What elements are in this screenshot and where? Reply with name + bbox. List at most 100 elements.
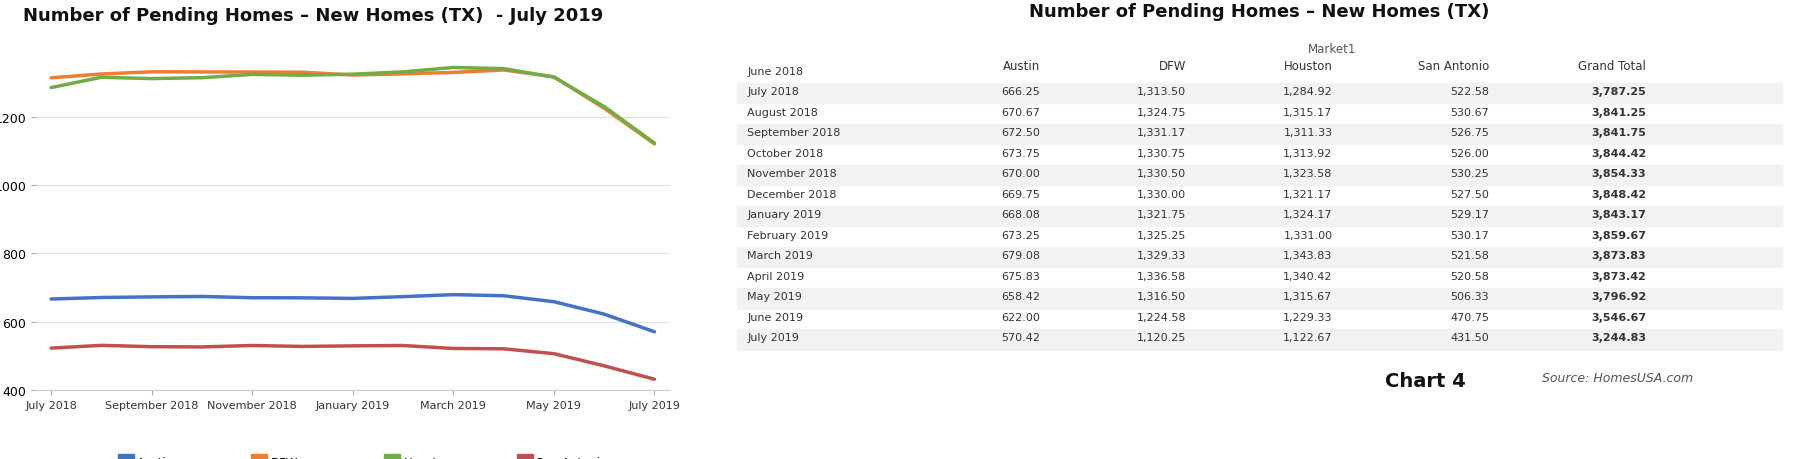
Text: Houston: Houston	[403, 456, 452, 459]
Text: 527.50: 527.50	[1451, 189, 1489, 199]
Text: 1,330.50: 1,330.50	[1138, 169, 1186, 179]
Text: 1,330.75: 1,330.75	[1138, 148, 1186, 158]
Text: 1,122.67: 1,122.67	[1283, 332, 1332, 342]
FancyBboxPatch shape	[736, 84, 1782, 104]
Text: 506.33: 506.33	[1451, 291, 1489, 302]
Text: Market1: Market1	[1309, 43, 1357, 56]
Text: 3,843.17: 3,843.17	[1591, 210, 1647, 220]
Text: 672.50: 672.50	[1001, 128, 1040, 138]
Text: June 2018: June 2018	[747, 67, 803, 77]
Text: August 2018: August 2018	[747, 107, 817, 118]
Text: 3,859.67: 3,859.67	[1591, 230, 1647, 240]
Text: Source: HomesUSA.com: Source: HomesUSA.com	[1541, 371, 1692, 384]
Text: 1,336.58: 1,336.58	[1138, 271, 1186, 281]
FancyBboxPatch shape	[736, 207, 1782, 227]
Text: 1,331.17: 1,331.17	[1138, 128, 1186, 138]
Text: Number of Pending Homes – New Homes (TX)  - July 2019: Number of Pending Homes – New Homes (TX)…	[23, 7, 603, 25]
Text: Houston: Houston	[1283, 60, 1332, 73]
Text: 3,848.42: 3,848.42	[1591, 189, 1647, 199]
Text: 675.83: 675.83	[1001, 271, 1040, 281]
Text: Grand Total: Grand Total	[1579, 60, 1647, 73]
Text: October 2018: October 2018	[747, 148, 823, 158]
Text: 1,343.83: 1,343.83	[1283, 251, 1332, 261]
Text: February 2019: February 2019	[747, 230, 828, 240]
Text: 666.25: 666.25	[1001, 87, 1040, 97]
Text: 3,873.83: 3,873.83	[1591, 251, 1647, 261]
FancyBboxPatch shape	[517, 453, 533, 459]
Text: Austin: Austin	[1003, 60, 1040, 73]
Text: 530.25: 530.25	[1451, 169, 1489, 179]
Text: 1,313.50: 1,313.50	[1138, 87, 1186, 97]
Text: 679.08: 679.08	[1001, 251, 1040, 261]
Text: 3,244.83: 3,244.83	[1591, 332, 1647, 342]
Text: 670.67: 670.67	[1001, 107, 1040, 118]
Text: 3,844.42: 3,844.42	[1591, 148, 1647, 158]
Text: 529.17: 529.17	[1451, 210, 1489, 220]
Text: 1,315.67: 1,315.67	[1283, 291, 1332, 302]
Text: 658.42: 658.42	[1001, 291, 1040, 302]
Text: 520.58: 520.58	[1451, 271, 1489, 281]
Text: 1,331.00: 1,331.00	[1283, 230, 1332, 240]
Text: 3,546.67: 3,546.67	[1591, 312, 1647, 322]
Text: 622.00: 622.00	[1001, 312, 1040, 322]
Text: 673.25: 673.25	[1001, 230, 1040, 240]
Text: 1,284.92: 1,284.92	[1283, 87, 1332, 97]
FancyBboxPatch shape	[736, 329, 1782, 350]
Text: June 2019: June 2019	[747, 312, 803, 322]
Text: 530.67: 530.67	[1451, 107, 1489, 118]
Text: San Antonio: San Antonio	[1418, 60, 1489, 73]
Text: 3,854.33: 3,854.33	[1591, 169, 1647, 179]
Text: 673.75: 673.75	[1001, 148, 1040, 158]
Text: Austin: Austin	[137, 456, 175, 459]
Text: 1,340.42: 1,340.42	[1283, 271, 1332, 281]
Text: 522.58: 522.58	[1451, 87, 1489, 97]
Text: 3,796.92: 3,796.92	[1591, 291, 1647, 302]
Text: 521.58: 521.58	[1451, 251, 1489, 261]
FancyBboxPatch shape	[252, 453, 266, 459]
Text: 1,313.92: 1,313.92	[1283, 148, 1332, 158]
Text: 1,321.75: 1,321.75	[1138, 210, 1186, 220]
Text: DFW: DFW	[270, 456, 297, 459]
Text: December 2018: December 2018	[747, 189, 837, 199]
Text: 1,329.33: 1,329.33	[1138, 251, 1186, 261]
Text: 526.00: 526.00	[1451, 148, 1489, 158]
Text: 668.08: 668.08	[1001, 210, 1040, 220]
Text: 3,841.75: 3,841.75	[1591, 128, 1647, 138]
Text: 669.75: 669.75	[1001, 189, 1040, 199]
Text: 1,311.33: 1,311.33	[1283, 128, 1332, 138]
FancyBboxPatch shape	[736, 125, 1782, 145]
Text: Number of Pending Homes – New Homes (TX): Number of Pending Homes – New Homes (TX)	[1030, 4, 1490, 22]
Text: January 2019: January 2019	[747, 210, 821, 220]
Text: 1,229.33: 1,229.33	[1283, 312, 1332, 322]
Text: 431.50: 431.50	[1451, 332, 1489, 342]
Text: 470.75: 470.75	[1451, 312, 1489, 322]
Text: March 2019: March 2019	[747, 251, 814, 261]
Text: July 2019: July 2019	[747, 332, 799, 342]
Text: 3,787.25: 3,787.25	[1591, 87, 1647, 97]
Text: 530.17: 530.17	[1451, 230, 1489, 240]
Text: April 2019: April 2019	[747, 271, 805, 281]
Text: 3,841.25: 3,841.25	[1591, 107, 1647, 118]
FancyBboxPatch shape	[385, 453, 400, 459]
Text: July 2018: July 2018	[747, 87, 799, 97]
Text: 1,324.75: 1,324.75	[1136, 107, 1186, 118]
FancyBboxPatch shape	[736, 288, 1782, 309]
Text: 1,325.25: 1,325.25	[1138, 230, 1186, 240]
Text: 3,873.42: 3,873.42	[1591, 271, 1647, 281]
Text: 526.75: 526.75	[1451, 128, 1489, 138]
Text: 1,120.25: 1,120.25	[1138, 332, 1186, 342]
Text: San Antonio: San Antonio	[536, 456, 608, 459]
Text: DFW: DFW	[1159, 60, 1186, 73]
Text: 570.42: 570.42	[1001, 332, 1040, 342]
Text: 1,324.17: 1,324.17	[1283, 210, 1332, 220]
FancyBboxPatch shape	[736, 166, 1782, 186]
Text: Chart 4: Chart 4	[1384, 371, 1465, 390]
Text: 670.00: 670.00	[1001, 169, 1040, 179]
FancyBboxPatch shape	[119, 453, 135, 459]
Text: September 2018: September 2018	[747, 128, 841, 138]
Text: 1,323.58: 1,323.58	[1283, 169, 1332, 179]
Text: May 2019: May 2019	[747, 291, 803, 302]
Text: 1,321.17: 1,321.17	[1283, 189, 1332, 199]
Text: November 2018: November 2018	[747, 169, 837, 179]
Text: 1,224.58: 1,224.58	[1136, 312, 1186, 322]
